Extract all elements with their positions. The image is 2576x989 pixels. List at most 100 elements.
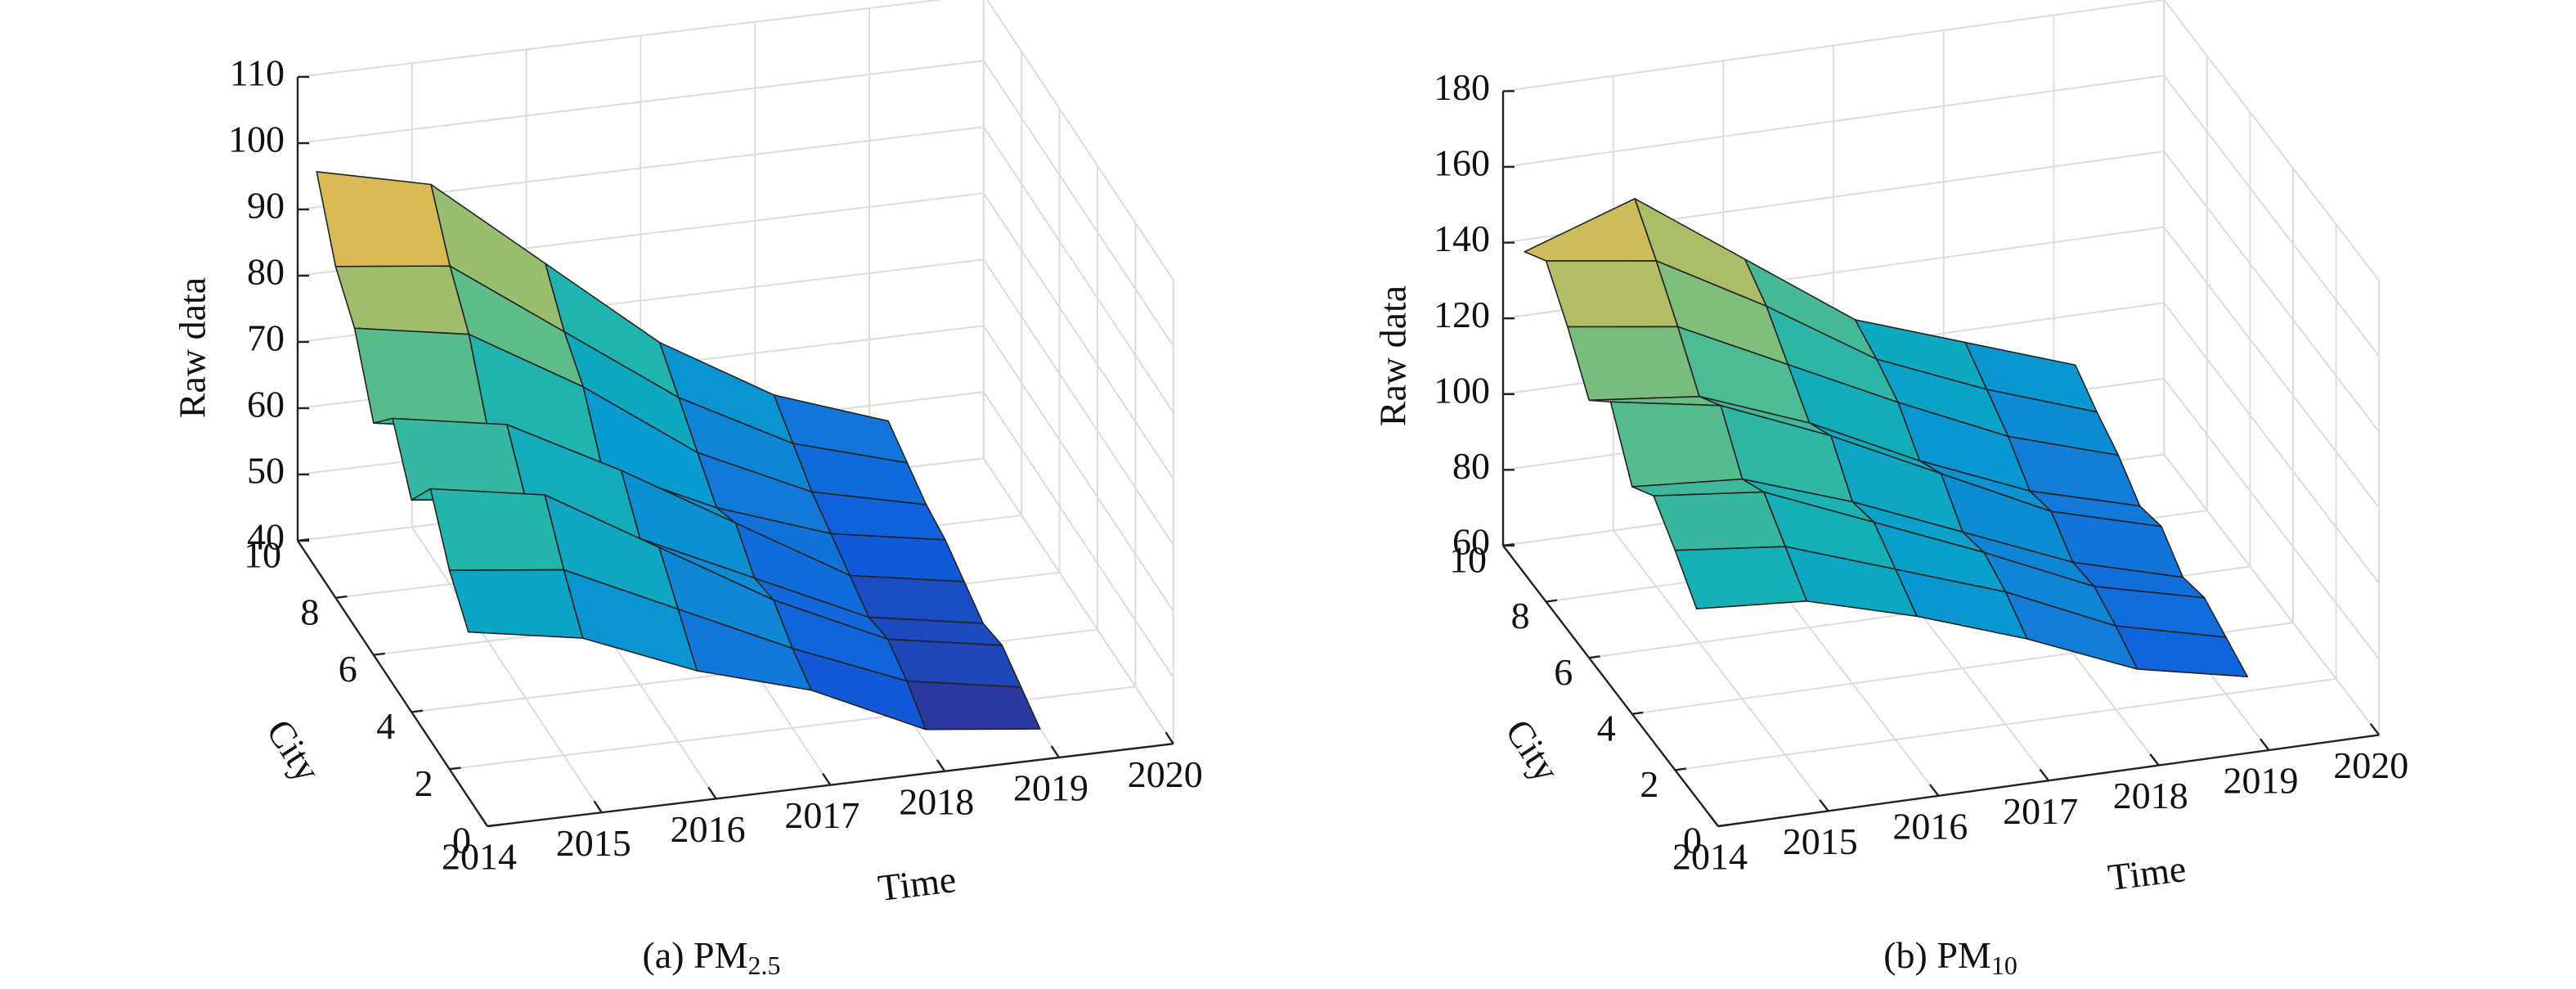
surface-patch — [1567, 326, 1700, 402]
wall-grid-line — [982, 325, 1174, 612]
x-tick — [1928, 784, 1940, 797]
y-tick — [1589, 655, 1600, 659]
wall-grid-line — [2163, 453, 2380, 736]
caption-subscript: 10 — [1991, 951, 2017, 980]
surface-patch — [1653, 491, 1786, 551]
z-tick-label: 160 — [1434, 142, 1490, 184]
y-tick — [449, 766, 461, 771]
surface-patch — [849, 574, 984, 624]
surface-patch — [353, 327, 489, 430]
y-axis-label: City — [258, 712, 329, 789]
floor-grid-line — [1675, 677, 2336, 771]
z-tick-label: 80 — [1452, 445, 1490, 487]
y-tick — [1631, 711, 1644, 715]
caption: (a) PM2.5 — [642, 934, 780, 981]
y-tick — [411, 709, 424, 713]
y-tick-label: 4 — [1597, 707, 1616, 748]
x-tick-label: 2019 — [2224, 760, 2299, 802]
y-axis — [297, 540, 488, 827]
surface-patch — [886, 638, 1022, 688]
x-tick — [593, 800, 603, 813]
z-tick-label: 110 — [230, 52, 285, 94]
x-tick — [1708, 814, 1719, 827]
surface-patch — [392, 417, 527, 501]
y-tick — [1546, 599, 1558, 603]
surface-patch — [810, 491, 946, 541]
surface-patch — [448, 569, 584, 639]
x-tick-label: 2017 — [2003, 790, 2078, 832]
surface-patch — [1545, 260, 1679, 328]
surface-patch — [316, 171, 451, 267]
wall-grid-line — [2163, 302, 2380, 584]
z-tick-label: 50 — [247, 450, 285, 492]
x-tick — [707, 786, 717, 800]
wall-grid-line — [2163, 226, 2380, 509]
surface-patch — [1524, 198, 1658, 262]
surface-patch — [906, 680, 1041, 731]
wall-grid-line — [1502, 0, 2165, 92]
x-tick — [478, 814, 488, 827]
x-axis-label: Time — [2106, 847, 2188, 898]
z-tick-label: 60 — [1452, 521, 1490, 563]
z-axis-label: Raw data — [172, 277, 213, 418]
z-tick-label: 90 — [247, 185, 285, 227]
wall-grid-line — [982, 60, 1174, 347]
x-tick — [1819, 798, 1829, 812]
surface-patch — [334, 265, 470, 335]
y-tick-label: 10 — [244, 534, 281, 576]
z-tick-label: 100 — [228, 119, 285, 160]
x-tick-label: 2018 — [2113, 775, 2188, 816]
z-tick-label: 120 — [1434, 294, 1490, 335]
y-tick — [297, 538, 310, 542]
y-tick-label: 4 — [376, 705, 395, 747]
z-tick-label: 100 — [1434, 369, 1490, 411]
surface-patch — [1674, 546, 1808, 610]
y-tick-label: 10 — [1449, 539, 1487, 581]
y-axis — [1502, 545, 1719, 827]
wall-grid-line — [2163, 378, 2380, 660]
x-tick — [936, 759, 946, 772]
wall-grid-line — [2163, 151, 2380, 433]
surface-patch — [1609, 401, 1744, 488]
z-tick-label: 180 — [1434, 66, 1490, 108]
caption-text: (a) PM — [642, 934, 747, 976]
x-tick-label: 2020 — [2333, 744, 2408, 786]
caption: (b) PM10 — [1883, 934, 2017, 981]
wall-grid-line — [2163, 0, 2380, 281]
wall-grid-line — [982, 126, 1174, 413]
x-tick — [2369, 722, 2381, 736]
x-tick-label: 2018 — [899, 780, 974, 822]
surface-patch — [429, 488, 565, 572]
y-tick-label: 6 — [339, 648, 357, 690]
y-tick — [1675, 767, 1687, 771]
y-tick-label: 0 — [1683, 820, 1702, 861]
x-tick — [2260, 738, 2270, 751]
y-tick — [487, 824, 500, 828]
y-tick-label: 8 — [1511, 595, 1530, 636]
x-tick-label: 2014 — [442, 836, 517, 878]
x-tick-label: 2015 — [1783, 820, 1858, 862]
floor-grid-line — [1612, 529, 1829, 812]
wall-grid-line — [1502, 74, 2165, 168]
caption-text: (b) PM — [1883, 934, 1991, 976]
x-tick-label: 2014 — [1672, 836, 1748, 878]
x-tick — [2149, 753, 2160, 766]
y-tick — [335, 595, 348, 599]
wall-grid-line — [982, 192, 1174, 479]
wall-grid-line — [297, 60, 984, 144]
x-tick — [1165, 731, 1174, 744]
x-tick-label: 2020 — [1128, 753, 1203, 795]
z-tick-label: 140 — [1434, 218, 1490, 259]
z-tick-label: 80 — [247, 251, 285, 293]
x-tick — [822, 772, 832, 786]
y-tick — [373, 652, 385, 656]
x-axis-label: Time — [876, 858, 958, 909]
x-tick — [2039, 768, 2050, 781]
caption-subscript: 2.5 — [748, 951, 781, 980]
x-tick — [1050, 745, 1060, 758]
y-tick-label: 2 — [415, 762, 433, 804]
floor-grid-line — [411, 526, 603, 813]
y-tick — [1502, 542, 1515, 547]
y-tick-label: 2 — [1640, 763, 1658, 805]
